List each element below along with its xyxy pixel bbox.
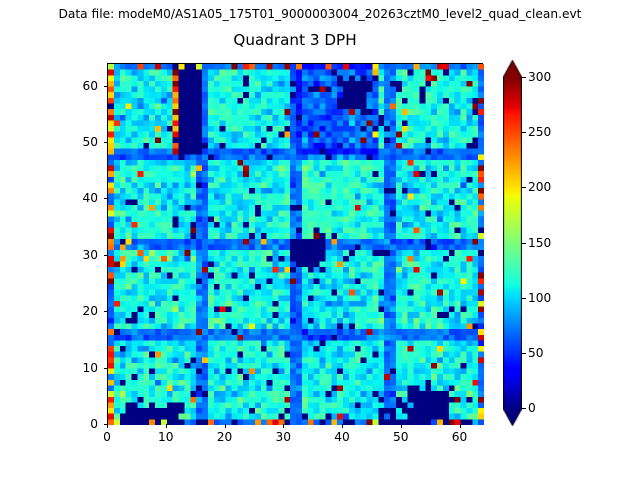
x-tick-label: 20 <box>216 430 233 444</box>
x-tick-mark <box>342 424 343 428</box>
x-tick-label: 10 <box>157 430 174 444</box>
colorbar-tick-label: 150 <box>528 235 552 250</box>
x-tick-label: 0 <box>103 430 111 444</box>
y-tick-label: 20 <box>82 304 98 319</box>
y-tick-mark <box>103 141 107 143</box>
y-tick-mark <box>103 367 107 369</box>
y-tick-label: 30 <box>82 247 98 262</box>
x-tick-mark <box>107 424 108 428</box>
y-tick-label: 60 <box>82 78 98 93</box>
heatmap-axes[interactable] <box>107 63 484 425</box>
page-title: Quadrant 3 DPH <box>233 31 357 49</box>
y-tick-mark <box>103 311 107 313</box>
x-tick-mark <box>459 424 461 428</box>
y-tick-label: 40 <box>82 191 98 206</box>
colorbar-gradient <box>503 60 522 426</box>
y-tick-mark <box>103 254 107 256</box>
x-tick-label: 50 <box>392 430 409 444</box>
x-tick-label: 40 <box>334 430 350 444</box>
detector-heatmap-image[interactable] <box>108 64 484 425</box>
colorbar-tick-label: 300 <box>528 70 552 84</box>
x-tick-label: 30 <box>275 430 291 444</box>
colorbar-tick-label: 200 <box>528 180 552 195</box>
x-tick-mark <box>165 424 167 428</box>
colorbar-tick-label: 100 <box>528 290 552 305</box>
colorbar-tick-mark <box>522 187 526 189</box>
y-tick-label: 10 <box>82 360 98 375</box>
y-tick-label: 50 <box>82 134 98 149</box>
colorbar-tick-mark <box>522 408 526 409</box>
y-tick-label: 0 <box>90 417 98 431</box>
y-tick-mark <box>103 198 107 200</box>
colorbar-tick-mark <box>522 352 526 354</box>
colorbar-tick-label: 250 <box>528 125 552 140</box>
x-tick-mark <box>224 424 226 428</box>
colorbar-tick-mark <box>522 77 526 78</box>
x-tick-mark <box>283 424 285 428</box>
x-tick-label: 60 <box>451 430 468 444</box>
colorbar-tick-mark <box>522 297 526 299</box>
colorbar-tick-mark <box>522 242 526 244</box>
x-tick-mark <box>400 424 402 428</box>
y-tick-mark <box>103 85 107 87</box>
colorbar-tick-label: 0 <box>528 401 536 415</box>
colorbar-tick-label: 50 <box>528 345 544 360</box>
y-tick-mark <box>103 424 107 425</box>
colorbar-tick-mark <box>522 132 526 134</box>
data-file-suptitle: Data file: modeM0/AS1A05_175T01_90000030… <box>58 7 582 21</box>
colorbar[interactable] <box>503 60 522 426</box>
